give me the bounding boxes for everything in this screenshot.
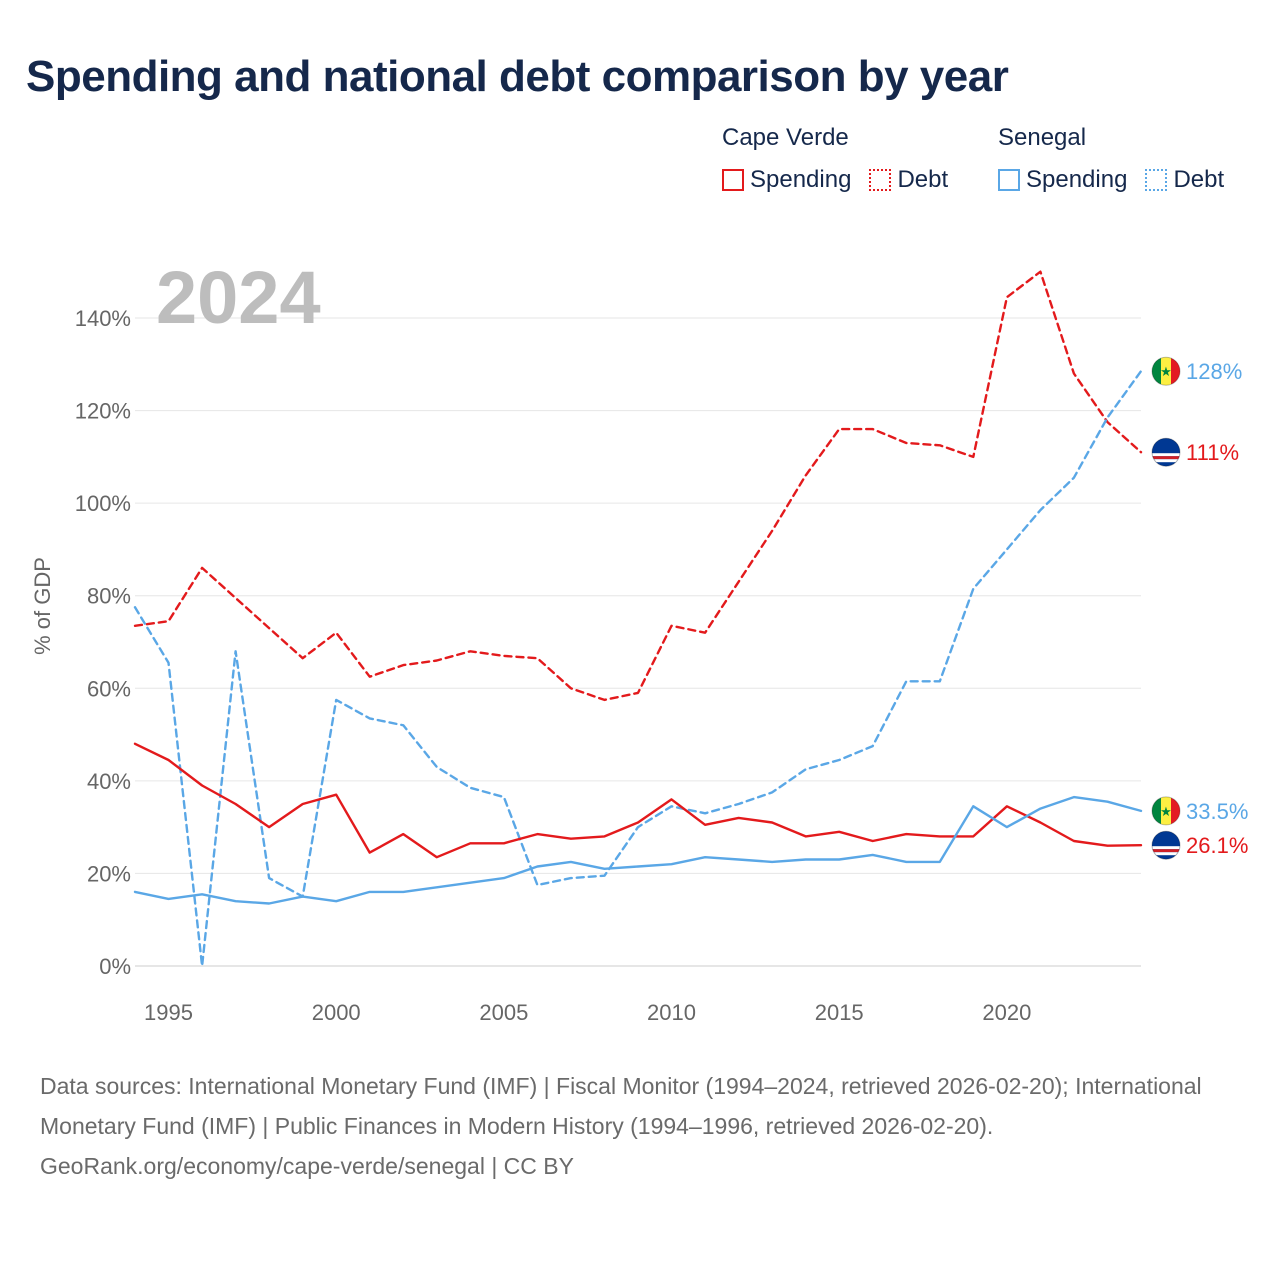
y-tick-label: 20%	[87, 861, 131, 886]
x-tick-label: 2015	[815, 1000, 864, 1025]
data-sources: Data sources: International Monetary Fun…	[40, 1073, 1202, 1139]
y-tick-label: 140%	[75, 306, 131, 331]
x-axis-ticks: 1995 2000 2005 2010 2015 2020	[144, 1000, 1031, 1025]
chart-title: Spending and national debt comparison by…	[26, 52, 1009, 101]
gridlines	[135, 317, 1141, 967]
y-tick-label: 60%	[87, 676, 131, 701]
legend-label: Spending	[750, 166, 852, 193]
series-line-cape-verde-spending[interactable]	[133, 742, 1143, 859]
end-value-label: 128%	[1186, 359, 1242, 384]
legend-swatch-dotted-red	[869, 169, 892, 191]
legend-country-cape-verde: Cape Verde	[722, 124, 849, 151]
legend-country-senegal: Senegal	[998, 124, 1087, 151]
cape-verde-flag-icon	[1151, 830, 1181, 860]
legend-item-senegal-spending[interactable]: Spending	[998, 166, 1127, 194]
svg-text:★: ★	[1160, 804, 1172, 819]
x-tick-label: 2005	[479, 1000, 528, 1025]
legend-group-cape-verde: Cape Verde	[722, 124, 849, 152]
legend-swatch-solid-blue	[998, 169, 1020, 191]
svg-text:★: ★	[1160, 364, 1172, 379]
source-note: Data sources: International Monetary Fun…	[40, 1066, 1240, 1186]
cape-verde-flag-icon	[1151, 437, 1181, 467]
x-tick-label: 2000	[312, 1000, 361, 1025]
y-tick-label: 120%	[75, 399, 131, 424]
y-axis-label: % of GDP	[30, 557, 55, 655]
legend-row-senegal: Spending Debt	[998, 166, 1242, 194]
legend-label: Debt	[1173, 166, 1225, 193]
series-line-cape-verde-debt[interactable]	[133, 270, 1143, 702]
legend-group-senegal: Senegal	[998, 124, 1086, 152]
legend-label: Spending	[1026, 166, 1128, 193]
senegal-flag-icon: ★	[1151, 356, 1181, 386]
y-tick-label: 40%	[87, 769, 131, 794]
y-tick-label: 80%	[87, 584, 131, 609]
legend-swatch-dotted-blue	[1145, 169, 1168, 191]
legend-label: Debt	[897, 166, 949, 193]
y-tick-label: 100%	[75, 491, 131, 516]
series-line-senegal-spending[interactable]	[133, 795, 1143, 905]
x-tick-label: 1995	[144, 1000, 193, 1025]
end-labels: 111% ★ 128% 26.1% ★ 33.5%	[1151, 356, 1248, 860]
end-value-label: 33.5%	[1186, 799, 1248, 824]
legend-item-senegal-debt[interactable]: Debt	[1145, 166, 1224, 194]
year-watermark: 2024	[156, 256, 321, 339]
end-value-label: 26.1%	[1186, 833, 1248, 858]
legend-swatch-solid-red	[722, 169, 744, 191]
x-tick-label: 2020	[982, 1000, 1031, 1025]
attribution-link[interactable]: GeoRank.org/economy/cape-verde/senegal |…	[40, 1153, 574, 1179]
legend-item-cape-verde-debt[interactable]: Debt	[869, 166, 948, 194]
senegal-flag-icon: ★	[1151, 796, 1181, 826]
series-lines	[133, 270, 1143, 968]
y-tick-label: 0%	[99, 954, 131, 979]
legend-row-cape-verde: Spending Debt	[722, 166, 966, 194]
legend-item-cape-verde-spending[interactable]: Spending	[722, 166, 851, 194]
series-line-senegal-debt[interactable]	[133, 370, 1143, 968]
x-tick-label: 2010	[647, 1000, 696, 1025]
y-axis-ticks: 0% 20% 40% 60% 80% 100% 120% 140%	[75, 306, 131, 979]
end-value-label: 111%	[1186, 440, 1239, 465]
